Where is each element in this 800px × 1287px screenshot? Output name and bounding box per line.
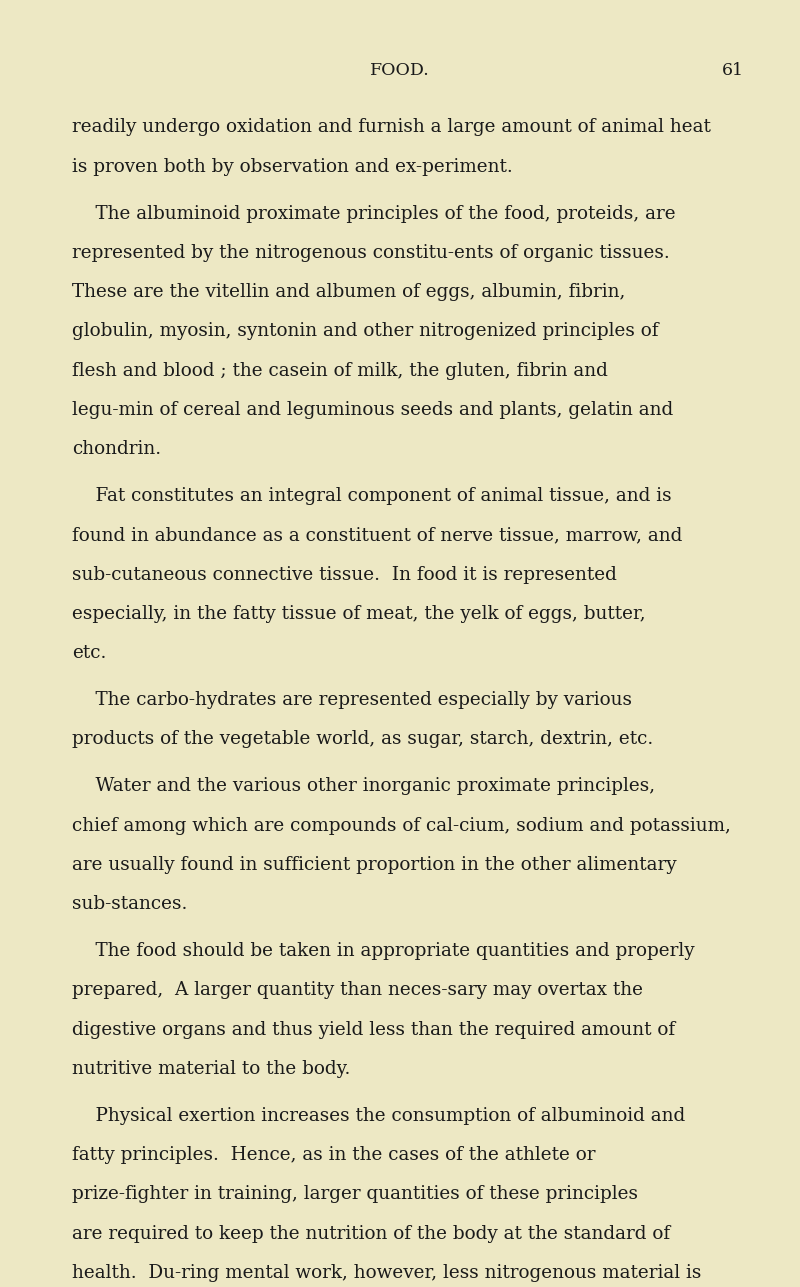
Text: nutritive material to the body.: nutritive material to the body. <box>72 1059 350 1077</box>
Text: digestive organs and thus yield less than the required amount of: digestive organs and thus yield less tha… <box>72 1021 675 1039</box>
Text: Water and the various other inorganic proximate principles,: Water and the various other inorganic pr… <box>72 777 655 795</box>
Text: legu-min of cereal and leguminous seeds and plants, gelatin and: legu-min of cereal and leguminous seeds … <box>72 400 674 418</box>
Text: Fat constitutes an integral component of animal tissue, and is: Fat constitutes an integral component of… <box>72 486 672 505</box>
Text: products of the vegetable world, as sugar, starch, dextrin, etc.: products of the vegetable world, as suga… <box>72 730 654 748</box>
Text: are required to keep the nutrition of the body at the standard of: are required to keep the nutrition of th… <box>72 1224 670 1242</box>
Text: chondrin.: chondrin. <box>72 440 161 458</box>
Text: etc.: etc. <box>72 644 106 662</box>
Text: FOOD.: FOOD. <box>370 62 430 79</box>
Text: is proven both by observation and ex-periment.: is proven both by observation and ex-per… <box>72 158 513 175</box>
Text: found in abundance as a constituent of nerve tissue, marrow, and: found in abundance as a constituent of n… <box>72 526 682 544</box>
Text: prepared,  A larger quantity than neces-sary may overtax the: prepared, A larger quantity than neces-s… <box>72 981 643 999</box>
Text: especially, in the fatty tissue of meat, the yelk of eggs, butter,: especially, in the fatty tissue of meat,… <box>72 605 646 623</box>
Text: health.  Du-ring mental work, however, less nitrogenous material is: health. Du-ring mental work, however, le… <box>72 1264 702 1282</box>
Text: chief among which are compounds of cal-cium, sodium and potassium,: chief among which are compounds of cal-c… <box>72 816 731 834</box>
Text: These are the vitellin and albumen of eggs, albumin, fibrin,: These are the vitellin and albumen of eg… <box>72 283 626 301</box>
Text: flesh and blood ; the casein of milk, the gluten, fibrin and: flesh and blood ; the casein of milk, th… <box>72 362 608 380</box>
Text: The carbo-hydrates are represented especially by various: The carbo-hydrates are represented espec… <box>72 691 632 709</box>
Text: The albuminoid proximate principles of the food, proteids, are: The albuminoid proximate principles of t… <box>72 205 676 223</box>
Text: are usually found in sufficient proportion in the other alimentary: are usually found in sufficient proporti… <box>72 856 677 874</box>
Text: prize-fighter in training, larger quantities of these principles: prize-fighter in training, larger quanti… <box>72 1185 638 1203</box>
Text: 61: 61 <box>722 62 744 79</box>
Text: Physical exertion increases the consumption of albuminoid and: Physical exertion increases the consumpt… <box>72 1107 686 1125</box>
Text: sub-stances.: sub-stances. <box>72 894 187 912</box>
Text: represented by the nitrogenous constitu-ents of organic tissues.: represented by the nitrogenous constitu-… <box>72 243 676 261</box>
Text: readily undergo oxidation and furnish a large amount of animal heat: readily undergo oxidation and furnish a … <box>72 118 711 136</box>
Text: The food should be taken in appropriate quantities and properly: The food should be taken in appropriate … <box>72 942 694 960</box>
Text: fatty principles.  Hence, as in the cases of the athlete or: fatty principles. Hence, as in the cases… <box>72 1145 595 1163</box>
Text: globulin, myosin, syntonin and other nitrogenized principles of: globulin, myosin, syntonin and other nit… <box>72 322 658 340</box>
Text: sub-cutaneous connective tissue.  In food it is represented: sub-cutaneous connective tissue. In food… <box>72 565 617 583</box>
